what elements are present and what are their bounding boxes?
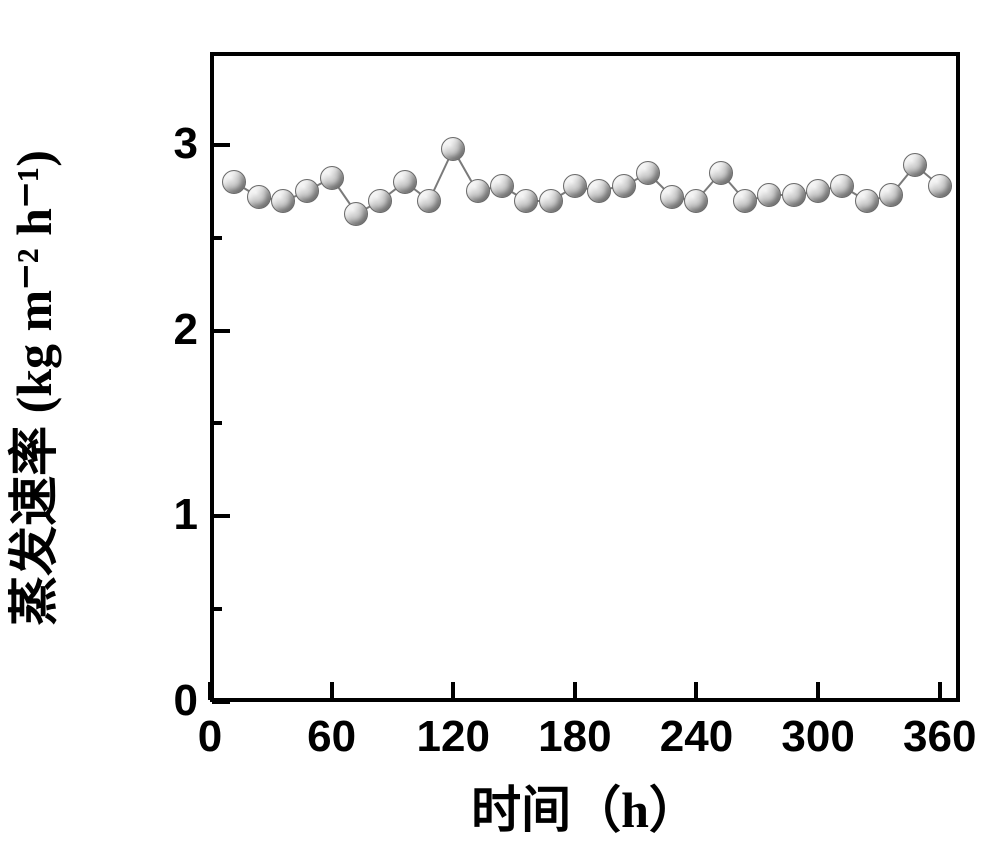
y-tick-minor [212,607,222,611]
y-axis-label: 蒸发速率 (kg m⁻² h⁻¹) [0,63,66,713]
data-marker [441,137,465,161]
y-tick-major [212,143,230,147]
data-marker [782,183,806,207]
data-marker [539,189,563,213]
data-marker [222,170,246,194]
data-marker [587,179,611,203]
x-tick [208,682,212,700]
data-marker [733,189,757,213]
data-marker [928,174,952,198]
x-tick [451,682,455,700]
chart-container: 蒸发速率 (kg m⁻² h⁻¹) 时间（h） 0 1 2 3 0 60 120 180 240… [0,0,1000,842]
y-tick-label: 0 [174,676,198,726]
x-axis-label: 时间（h） [210,770,960,842]
x-tick [573,682,577,700]
data-marker [368,189,392,213]
data-marker [903,153,927,177]
y-tick-major [212,514,230,518]
y-tick-minor [212,236,222,240]
data-marker [295,179,319,203]
data-marker [320,166,344,190]
data-marker [879,183,903,207]
data-marker [490,174,514,198]
x-tick-label: 360 [903,712,976,762]
x-tick [938,682,942,700]
x-tick [330,682,334,700]
data-marker [344,202,368,226]
x-tick [694,682,698,700]
x-tick-label: 240 [660,712,733,762]
data-marker [709,161,733,185]
y-tick-major [212,329,230,333]
y-tick-label: 2 [174,305,198,355]
data-marker [684,189,708,213]
y-tick-minor [212,421,222,425]
data-marker [247,185,271,209]
data-marker [393,170,417,194]
y-tick-label: 3 [174,119,198,169]
data-marker [806,179,830,203]
data-marker [514,189,538,213]
data-marker [757,183,781,207]
data-marker [271,189,295,213]
data-marker [636,161,660,185]
data-marker [466,179,490,203]
data-marker [855,189,879,213]
x-tick [816,682,820,700]
y-tick-major [212,700,230,704]
plot-area [210,52,960,702]
data-marker [417,189,441,213]
data-marker [660,185,684,209]
x-tick-label: 60 [307,712,356,762]
data-marker [563,174,587,198]
data-marker [830,174,854,198]
x-tick-label: 120 [417,712,490,762]
x-tick-label: 300 [781,712,854,762]
y-tick-label: 1 [174,490,198,540]
data-marker [612,174,636,198]
x-tick-label: 0 [198,712,222,762]
x-tick-label: 180 [538,712,611,762]
